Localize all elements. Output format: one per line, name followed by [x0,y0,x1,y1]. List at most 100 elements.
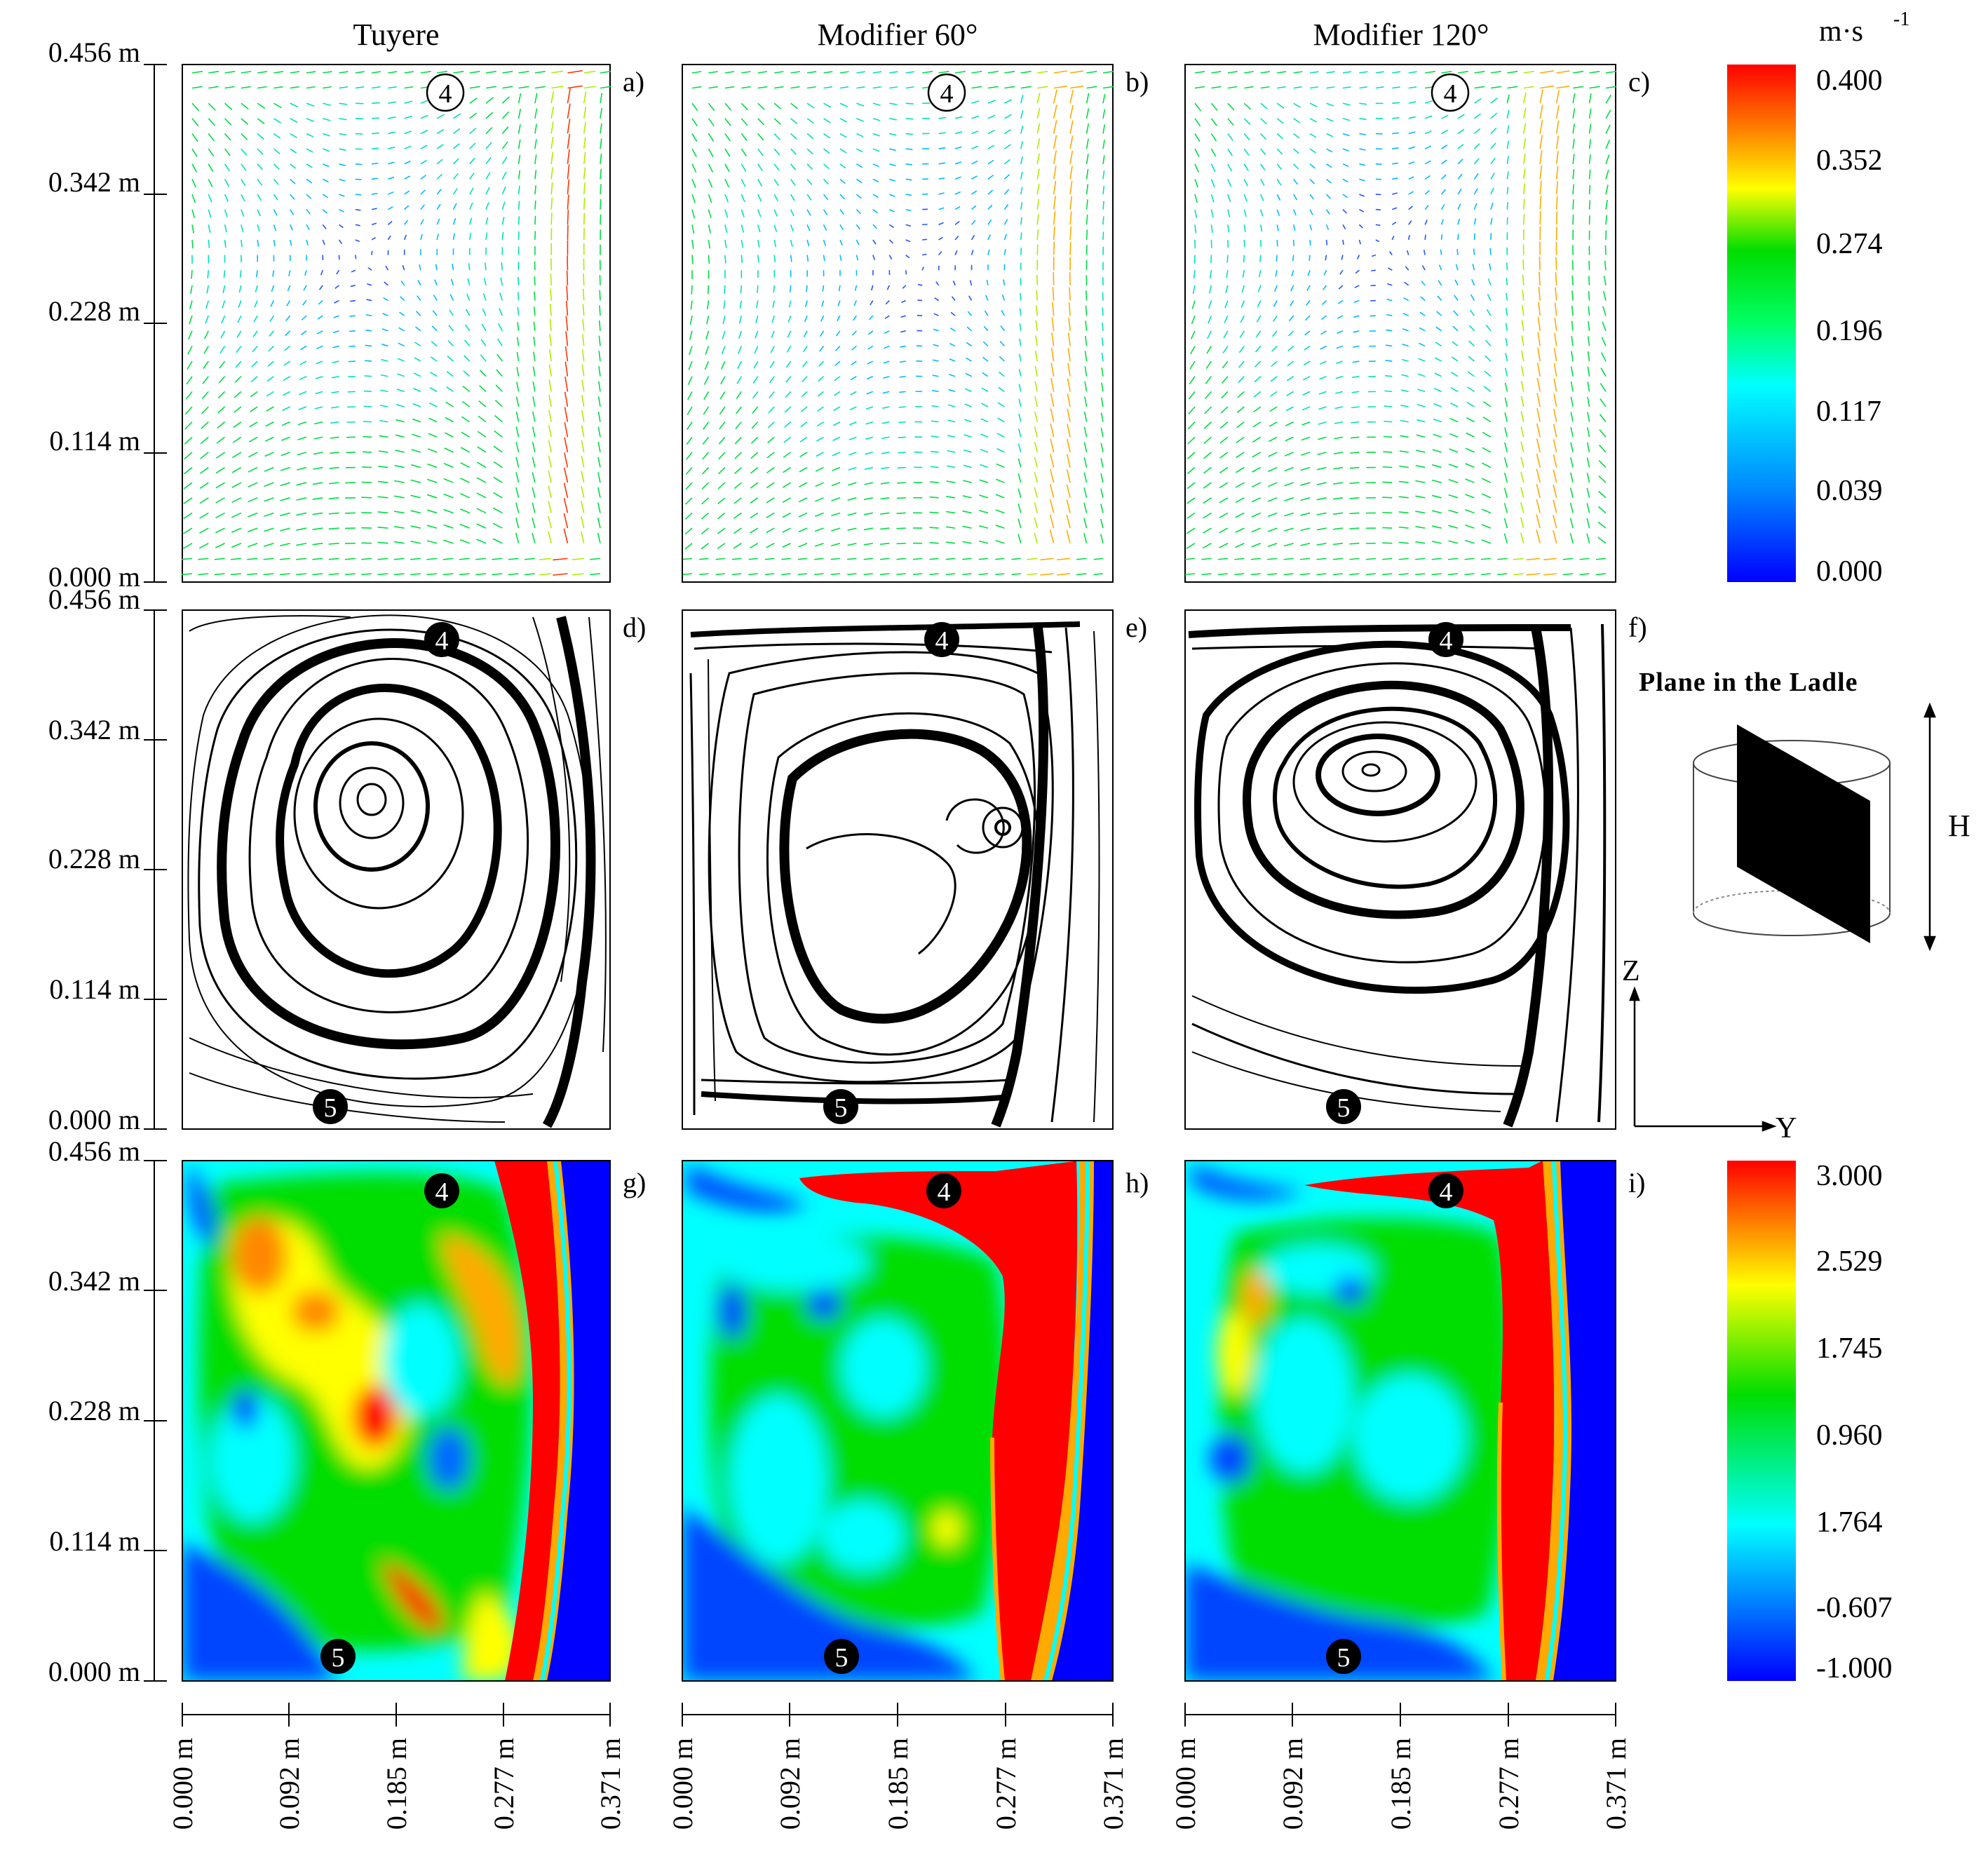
marker-5-e: 5 [823,1089,858,1124]
svg-text:4: 4 [1440,1177,1453,1207]
marker-4-e: 4 [924,622,959,657]
svg-text:-1.000: -1.000 [1816,1652,1893,1684]
svg-text:5: 5 [835,1643,848,1673]
svg-text:0.185 m: 0.185 m [1385,1738,1416,1830]
svg-text:0.960: 0.960 [1816,1419,1883,1452]
svg-text:0.277 m: 0.277 m [1493,1738,1524,1830]
y-tick-labels-row1: 0.456 m 0.342 m 0.228 m 0.114 m 0.000 m [48,36,140,593]
svg-text:0.114 m: 0.114 m [49,973,140,1005]
svg-text:0.371 m: 0.371 m [595,1738,626,1830]
svg-text:0.185 m: 0.185 m [381,1738,412,1830]
svg-text:1.764: 1.764 [1816,1506,1883,1539]
marker-4-b: 4 [927,73,966,112]
velocity-unit: m·s [1819,15,1863,48]
panel-letter-d: d) [623,612,646,643]
svg-text:0.352: 0.352 [1816,144,1883,177]
svg-text:0.000 m: 0.000 m [667,1738,698,1830]
panel-letter-b: b) [1125,66,1149,97]
svg-text:0.000 m: 0.000 m [48,561,140,593]
panel-letter-c: c) [1628,66,1650,97]
svg-text:4: 4 [1440,626,1453,656]
svg-text:4: 4 [940,79,954,109]
svg-text:4: 4 [439,79,452,109]
svg-text:0.117: 0.117 [1816,396,1881,428]
x-tick-labels-col1: 0.000 m 0.092 m 0.185 m 0.277 m 0.371 m [167,1738,626,1830]
svg-text:0.228 m: 0.228 m [48,1395,140,1426]
svg-text:0.371 m: 0.371 m [1600,1738,1632,1830]
marker-5-g: 5 [320,1639,356,1674]
axis-y-label: Y [1776,1112,1797,1144]
panel-e-streamlines [682,609,1114,1130]
svg-text:1.745: 1.745 [1816,1332,1883,1365]
svg-text:0.092 m: 0.092 m [1277,1738,1309,1830]
svg-text:0.196: 0.196 [1816,315,1883,347]
axes-indicator: Z Y [1622,955,1797,1144]
svg-text:4: 4 [935,626,949,656]
panel-letter-g: g) [623,1167,646,1198]
axis-z-label: Z [1622,955,1640,987]
svg-text:0.000: 0.000 [1816,555,1883,588]
ladle-height-label: H [1948,809,1970,843]
panel-d-streamlines [182,609,611,1130]
svg-text:0.114 m: 0.114 m [49,1525,140,1557]
panel-letter-e: e) [1125,612,1147,643]
marker-4-g: 4 [424,1173,459,1208]
svg-text:0.000 m: 0.000 m [48,1104,140,1135]
svg-text:0.039: 0.039 [1816,475,1883,507]
marker-4-d: 4 [424,622,459,657]
svg-text:5: 5 [332,1643,345,1673]
y-axis-ticks [144,64,167,1682]
marker-4-h: 4 [926,1173,961,1208]
svg-text:0.114 m: 0.114 m [49,425,140,457]
x-axis-lines [182,1703,1616,1727]
panel-letter-h: h) [1125,1167,1149,1198]
panel-f-streamlines [1184,609,1616,1130]
svg-text:4: 4 [938,1177,951,1207]
marker-4-f: 4 [1428,622,1463,657]
marker-5-f: 5 [1326,1089,1361,1124]
velocity-colorbar: m·s -1 0.400 0.352 0.274 0.196 0.117 0.0… [1727,8,1909,588]
vector-field-b [682,70,1114,576]
svg-text:0.342 m: 0.342 m [48,166,140,198]
panel-letter-f: f) [1628,612,1647,643]
panel-a-velocity-vectors [182,64,611,583]
svg-text:4: 4 [1444,79,1457,109]
x-tick-labels-col3: 0.000 m 0.092 m 0.185 m 0.277 m 0.371 m [1170,1738,1632,1830]
ladle-schematic: Plane in the Ladle H [1639,668,1970,952]
svg-text:4: 4 [435,1177,449,1207]
marker-5-d: 5 [313,1089,348,1124]
svg-text:4: 4 [435,626,449,656]
svg-text:0.456 m: 0.456 m [48,36,140,68]
svg-text:0.274: 0.274 [1816,228,1883,260]
svg-text:0.400: 0.400 [1816,65,1883,97]
panel-g-contour [182,1160,611,1682]
svg-text:0.000 m: 0.000 m [48,1656,140,1687]
svg-text:0.000 m: 0.000 m [167,1738,198,1830]
svg-text:0.371 m: 0.371 m [1097,1738,1129,1830]
marker-5-i: 5 [1326,1639,1361,1674]
svg-text:0.456 m: 0.456 m [48,583,140,615]
svg-text:5: 5 [324,1093,337,1123]
panel-c-velocity-vectors [1184,64,1616,583]
svg-text:0.277 m: 0.277 m [990,1738,1022,1830]
ladle-schematic-title: Plane in the Ladle [1639,668,1858,697]
column-title-tuyere: Tuyere [353,18,439,52]
panel-h-contour [682,1160,1114,1682]
column-title-modifier-120: Modifier 120° [1313,18,1489,52]
marker-4-c: 4 [1431,73,1470,112]
svg-text:5: 5 [1337,1643,1351,1673]
svg-text:0.092 m: 0.092 m [273,1738,305,1830]
svg-text:3.000: 3.000 [1816,1160,1883,1192]
svg-text:0.277 m: 0.277 m [488,1738,520,1830]
column-title-modifier-60: Modifier 60° [817,18,978,52]
panel-letter-i: i) [1628,1167,1645,1198]
svg-text:0.092 m: 0.092 m [774,1738,806,1830]
panel-b-velocity-vectors [682,64,1114,583]
velocity-unit-exponent: -1 [1893,8,1909,30]
svg-text:0.000 m: 0.000 m [1170,1738,1201,1830]
svg-text:5: 5 [1337,1093,1351,1123]
svg-text:-0.607: -0.607 [1816,1592,1893,1624]
svg-text:0.342 m: 0.342 m [48,714,140,745]
svg-text:0.456 m: 0.456 m [48,1135,140,1167]
marker-4-i: 4 [1428,1173,1463,1208]
